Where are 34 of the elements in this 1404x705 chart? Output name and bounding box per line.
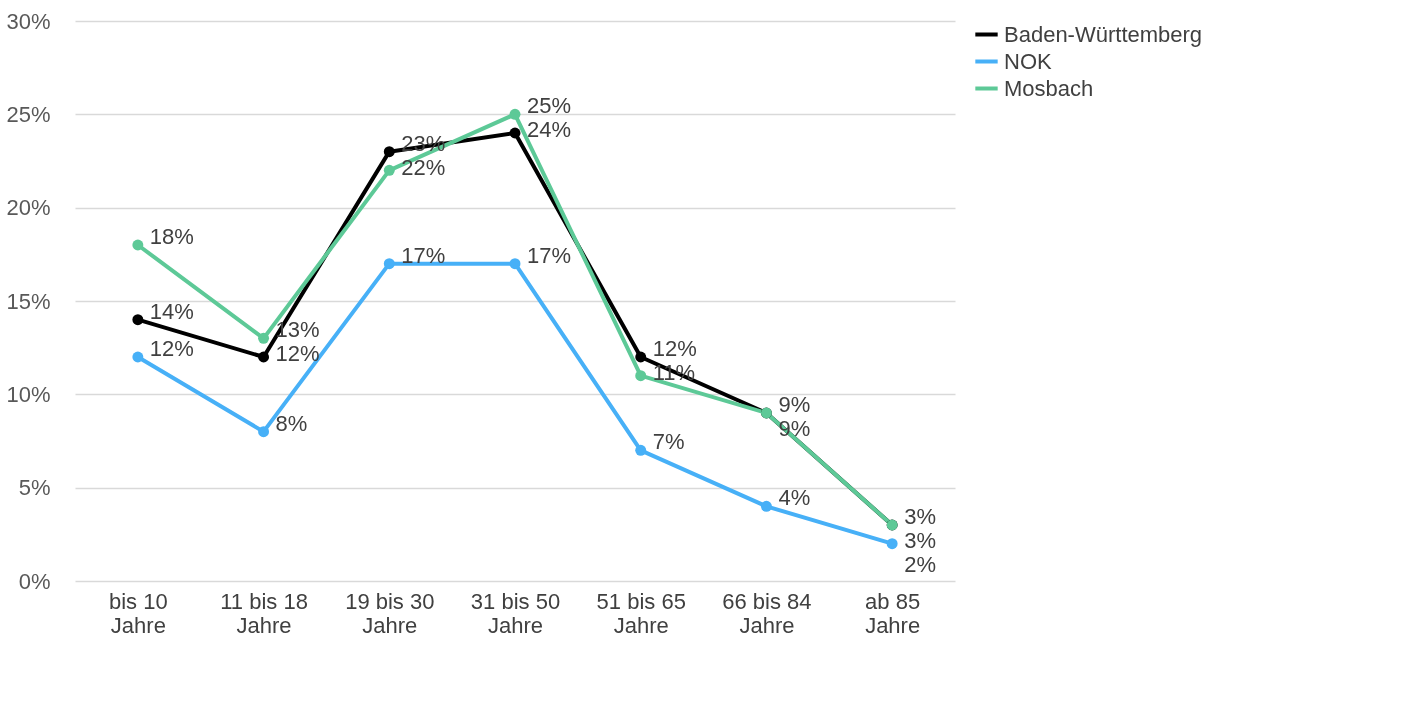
y-tick-label: 0% <box>18 568 51 594</box>
y-tick-label: 15% <box>6 288 51 314</box>
data-label: 4% <box>778 485 811 511</box>
legend-label: NOK <box>1004 48 1052 74</box>
data-label: 3% <box>904 528 936 553</box>
x-tick-label: bis 10 Jahre <box>109 588 168 638</box>
data-label: 17% <box>527 242 572 268</box>
data-label: 7% <box>652 429 685 455</box>
data-label: 14% <box>149 298 194 324</box>
data-label: 22% <box>401 154 446 180</box>
y-tick-label: 10% <box>6 381 51 407</box>
data-label: 12% <box>275 341 320 367</box>
x-tick-label: 66 bis 84 Jahre <box>722 588 812 638</box>
x-tick-label: 19 bis 30 Jahre <box>345 588 435 638</box>
data-label: 12% <box>652 336 697 361</box>
data-label: 18% <box>149 224 194 249</box>
y-tick-label: 30% <box>6 8 51 34</box>
x-tick-label: 11 bis 18 Jahre <box>220 588 308 638</box>
x-tick-label: 51 bis 65 Jahre <box>596 588 686 638</box>
legend-label: Baden-Württemberg <box>1004 21 1203 47</box>
x-tick-label: 31 bis 50 Jahre <box>470 588 561 638</box>
legend-label: Mosbach <box>1004 75 1094 101</box>
y-tick-label: 5% <box>18 475 51 501</box>
y-tick-label: 25% <box>6 101 51 127</box>
data-label: 25% <box>527 93 572 119</box>
data-label: 17% <box>401 242 446 268</box>
y-tick-label: 20% <box>6 195 51 221</box>
data-label: 9% <box>778 392 811 417</box>
data-label: 24% <box>527 117 572 143</box>
x-tick-label: ab 85 Jahre <box>865 588 921 638</box>
data-label: 8% <box>275 410 308 436</box>
data-label: 12% <box>149 336 194 361</box>
data-label: 3% <box>904 504 936 529</box>
data-label: 2% <box>904 552 936 577</box>
